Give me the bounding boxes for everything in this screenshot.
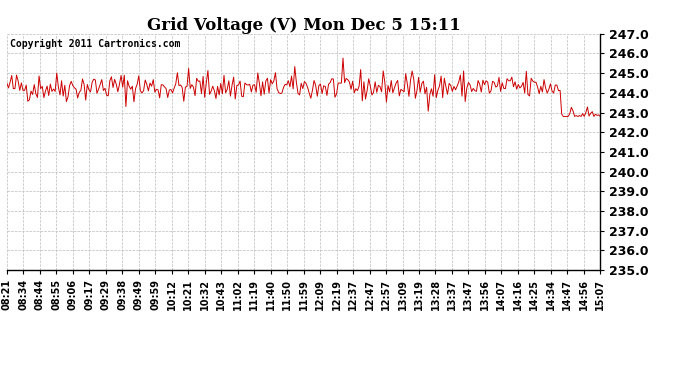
Text: Copyright 2011 Cartronics.com: Copyright 2011 Cartronics.com xyxy=(10,39,180,48)
Title: Grid Voltage (V) Mon Dec 5 15:11: Grid Voltage (V) Mon Dec 5 15:11 xyxy=(147,16,460,34)
